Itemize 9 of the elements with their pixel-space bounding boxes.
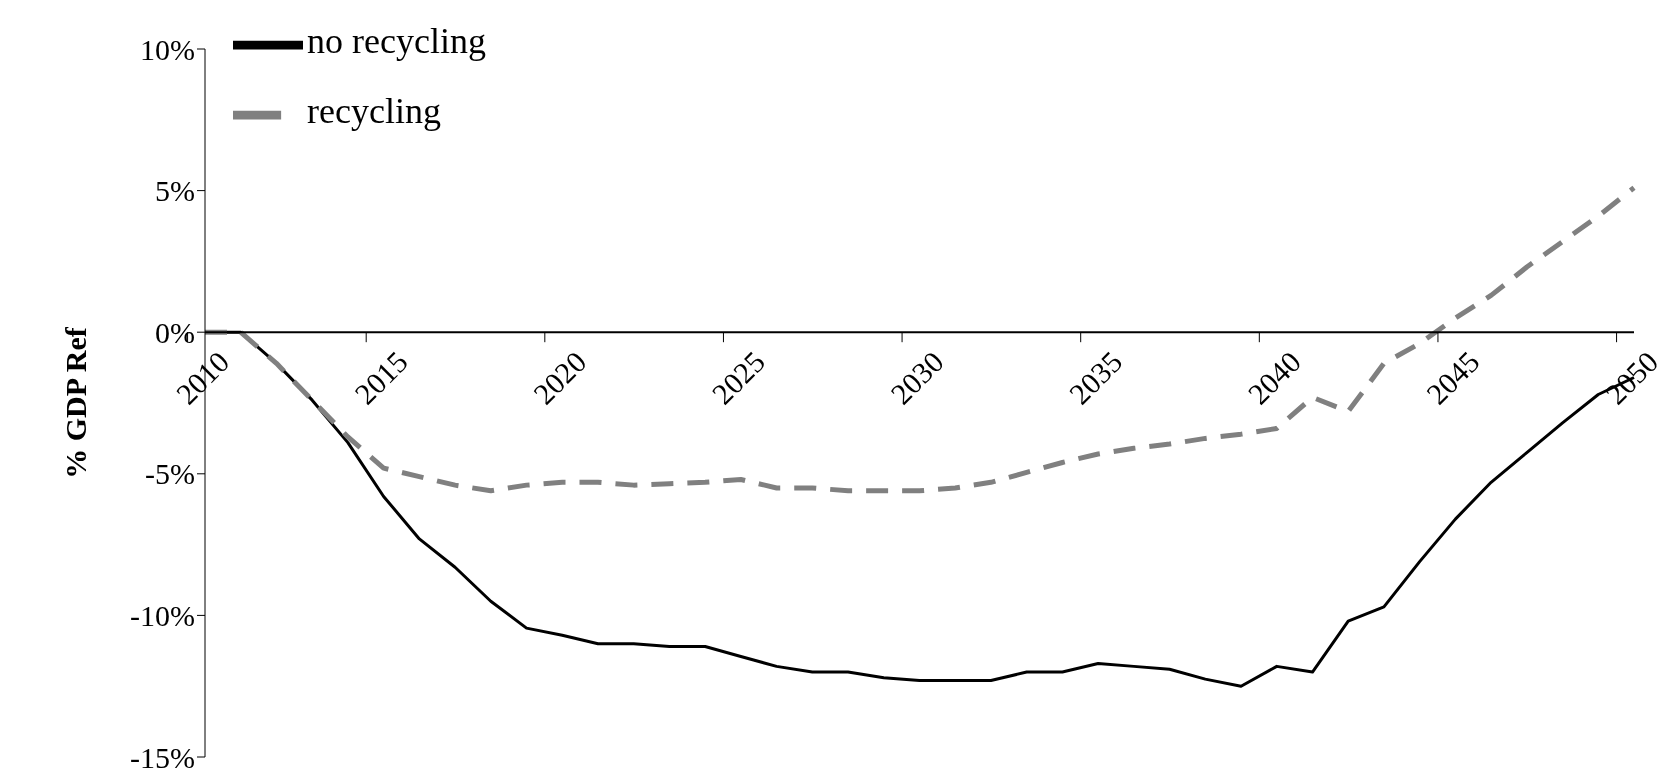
y-axis-title: % GDP Ref — [58, 326, 92, 479]
y-tick-label: -15% — [130, 740, 195, 774]
y-tick-label: 0% — [155, 315, 195, 349]
y-tick-label: 10% — [140, 32, 195, 66]
y-tick-label: -5% — [145, 457, 195, 491]
y-tick-label: -10% — [130, 599, 195, 633]
legend-label: recycling — [307, 91, 441, 132]
legend-label: no recycling — [307, 21, 486, 62]
y-tick-label: 5% — [155, 174, 195, 208]
